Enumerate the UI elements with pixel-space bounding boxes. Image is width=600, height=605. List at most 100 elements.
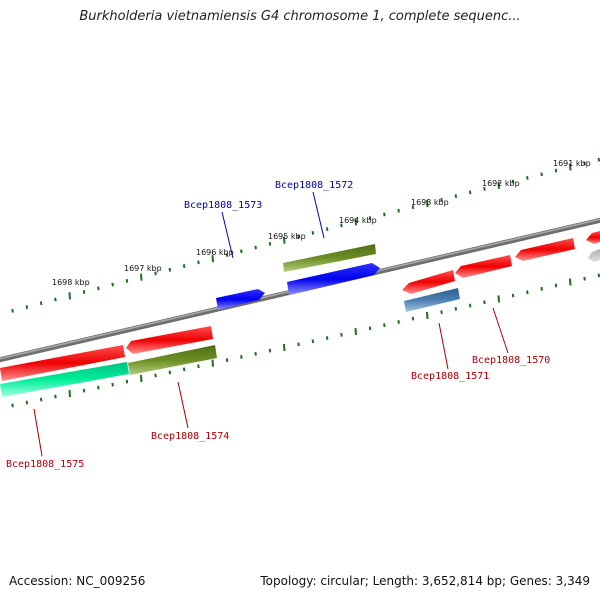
gene-arrow-bcep1808-1573[interactable]	[216, 289, 265, 310]
label-leader	[312, 191, 325, 239]
kbp-label-1691: 1691 kbp	[553, 159, 591, 168]
minor-tick	[311, 339, 315, 344]
gene-arrow[interactable]	[283, 244, 376, 272]
minor-tick	[297, 342, 300, 347]
major-tick	[140, 273, 143, 281]
minor-tick	[268, 348, 272, 353]
major-tick	[354, 218, 357, 226]
minor-tick	[511, 179, 515, 184]
gene-arrow[interactable]	[126, 326, 213, 354]
major-tick	[68, 292, 71, 300]
minor-tick	[97, 385, 100, 390]
label-leader	[438, 322, 449, 370]
minor-tick	[368, 326, 372, 331]
minor-tick	[397, 320, 400, 324]
minor-tick	[39, 397, 43, 402]
gene-arrow-bcep1808-1572[interactable]	[287, 263, 380, 295]
gene-arrow[interactable]	[515, 238, 575, 261]
major-tick	[283, 343, 286, 352]
minor-tick	[182, 367, 186, 372]
minor-tick	[325, 227, 329, 232]
major-tick	[426, 311, 429, 319]
page-title: Burkholderia vietnamiensis G4 chromosome…	[79, 9, 521, 24]
minor-tick	[483, 300, 486, 305]
minor-tick	[268, 241, 272, 246]
minor-tick	[54, 394, 57, 399]
major-tick	[68, 390, 71, 398]
accession-label: Accession: NC_009256	[9, 574, 146, 588]
gene-arrow-bcep1808-1574[interactable]	[128, 345, 217, 375]
minor-tick	[111, 382, 114, 387]
minor-tick	[54, 297, 57, 302]
gene-arrow[interactable]	[402, 270, 455, 294]
minor-tick	[197, 260, 200, 265]
minor-tick	[154, 373, 157, 378]
minor-tick	[39, 301, 43, 306]
minor-tick	[11, 403, 14, 408]
kbp-label-1698: 1698 kbp	[52, 278, 90, 287]
minor-tick	[468, 303, 472, 308]
minor-tick	[597, 157, 600, 162]
major-tick	[211, 359, 214, 367]
minor-tick	[583, 276, 586, 281]
minor-tick	[483, 186, 486, 191]
major-tick	[569, 163, 572, 171]
major-tick	[283, 236, 286, 244]
minor-tick	[340, 332, 343, 337]
outer-scale-ticks	[11, 157, 600, 313]
label-leader	[177, 381, 189, 429]
minor-tick	[168, 267, 172, 272]
minor-tick	[540, 172, 543, 177]
gene-arrow[interactable]	[0, 345, 125, 381]
minor-tick	[25, 305, 29, 309]
minor-tick	[82, 388, 86, 393]
gene-label-bcep1808-1575[interactable]: Bcep1808_1575	[6, 459, 84, 470]
minor-tick	[454, 194, 458, 199]
minor-tick	[554, 283, 558, 288]
label-leader	[221, 211, 234, 259]
gene-label-bcep1808-1574[interactable]: Bcep1808_1574	[151, 431, 229, 442]
kbp-label-1697: 1697 kbp	[124, 264, 162, 273]
minor-tick	[511, 293, 515, 298]
gene-label-bcep1808-1572[interactable]: Bcep1808_1572	[275, 180, 353, 191]
minor-tick	[411, 316, 415, 321]
minor-tick	[583, 161, 586, 166]
minor-tick	[311, 230, 315, 235]
gene-label-bcep1808-1573[interactable]: Bcep1808_1573	[184, 200, 262, 211]
gene-arrow[interactable]	[586, 231, 600, 244]
minor-tick	[111, 282, 114, 287]
minor-tick	[368, 216, 372, 221]
minor-tick	[540, 286, 543, 291]
minor-tick	[254, 351, 257, 356]
minor-tick	[125, 379, 129, 384]
minor-tick	[340, 223, 343, 228]
minor-tick	[468, 190, 472, 195]
major-tick	[140, 374, 143, 383]
minor-tick	[154, 271, 157, 276]
minor-tick	[225, 253, 229, 257]
minor-tick	[225, 358, 229, 362]
minor-tick	[325, 336, 329, 340]
major-tick	[569, 278, 572, 286]
kbp-label-1696: 1696 kbp	[196, 248, 234, 257]
minor-tick	[297, 234, 300, 239]
minor-tick	[168, 370, 172, 375]
gene-arrow-bcep1808-1575[interactable]	[0, 362, 129, 397]
label-leader	[33, 408, 43, 457]
major-tick	[497, 295, 500, 303]
gene-arrow-bcep1808-1571[interactable]	[404, 288, 460, 312]
gene-arrow[interactable]	[455, 255, 512, 278]
minor-tick	[182, 264, 186, 268]
minor-tick	[397, 208, 400, 213]
minor-tick	[254, 245, 257, 250]
topology-label: Topology: circular; Length: 3,652,814 bp…	[260, 574, 590, 588]
minor-tick	[240, 249, 243, 254]
kbp-label-1695: 1695 kbp	[268, 232, 306, 241]
gene-label-bcep1808-1570[interactable]: Bcep1808_1570	[472, 355, 550, 366]
label-leader	[492, 307, 509, 354]
minor-tick	[197, 364, 200, 369]
gene-arrow[interactable]	[588, 249, 600, 262]
minor-tick	[440, 310, 443, 315]
gene-label-bcep1808-1571[interactable]: Bcep1808_1571	[411, 371, 489, 382]
